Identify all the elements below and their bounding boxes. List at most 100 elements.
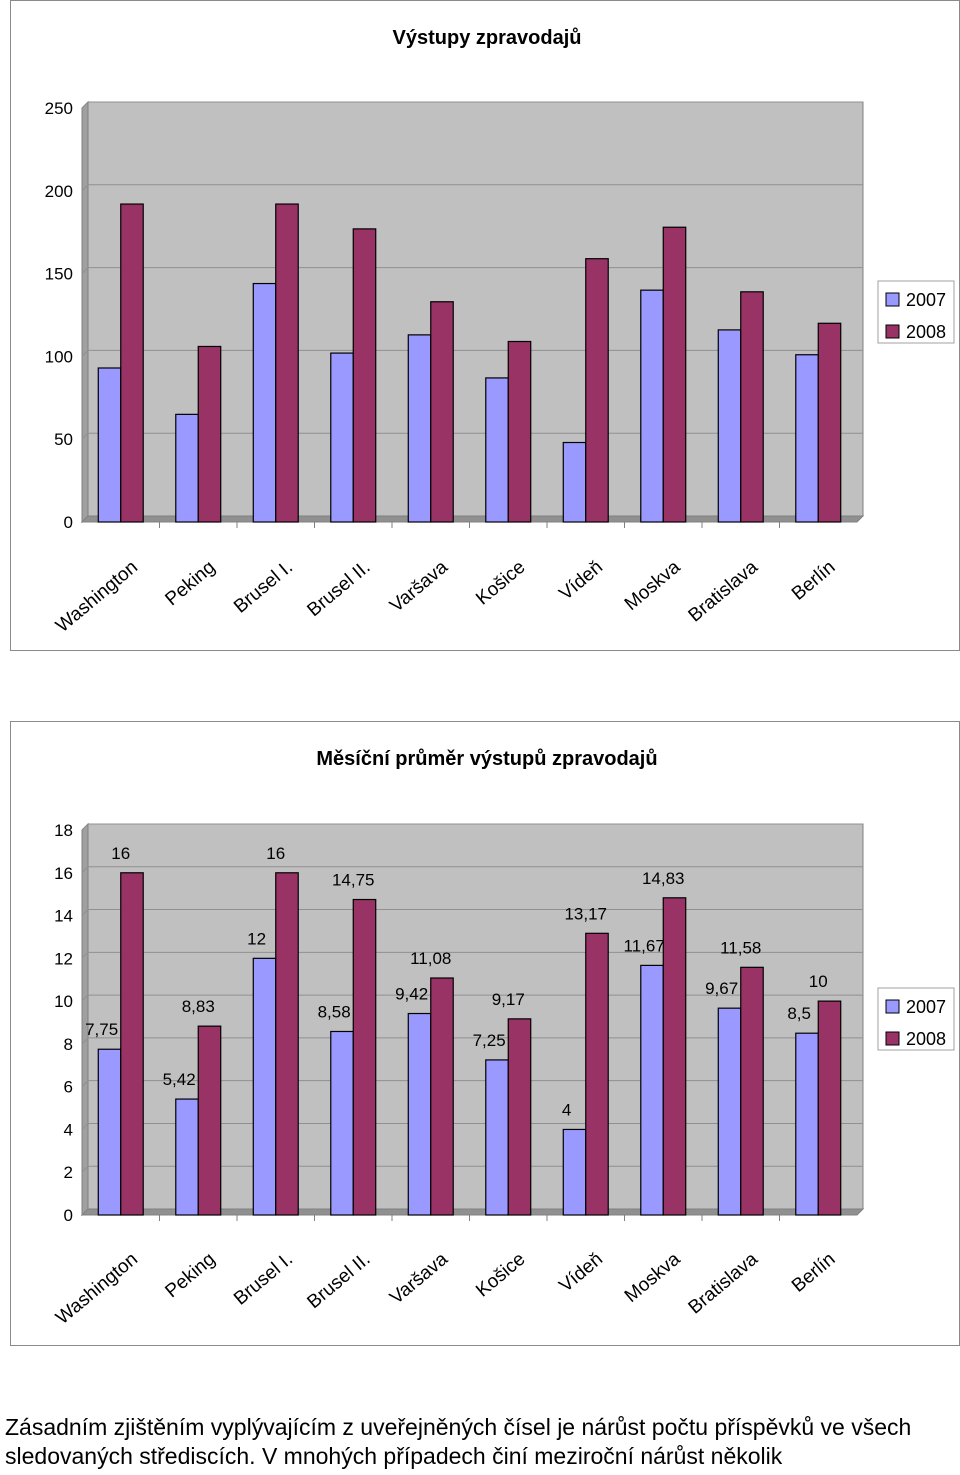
y-tick-label: 4 [64, 1120, 73, 1139]
legend-swatch-2008 [885, 324, 900, 339]
bar-2008-Brusel I. [275, 872, 299, 1216]
data-label: 5,42 [163, 1070, 196, 1089]
gridline [81, 866, 863, 874]
legend-label-2008: 2008 [906, 322, 946, 342]
chart-title: Měsíční průměr výstupů zpravodajů [316, 748, 657, 770]
bar-2007-Košice [485, 377, 509, 523]
bar-2007-Peking [175, 413, 199, 523]
data-label: 13,17 [564, 904, 607, 923]
gridline [81, 101, 863, 109]
y-tick-label: 2 [64, 1163, 73, 1182]
data-label: 14,75 [332, 871, 375, 890]
x-category-label: Brusel I. [230, 557, 297, 618]
x-category-label: Košice [472, 1249, 529, 1302]
x-category-label: Peking [161, 1249, 219, 1302]
bar-2007-Washington [97, 1048, 122, 1216]
x-category-label: Vídeň [555, 557, 607, 605]
bar-2008-Varšava [430, 301, 454, 523]
plot-side-wall [81, 100, 89, 524]
bar-2007-Košice [485, 1059, 509, 1216]
data-label: 10 [809, 972, 828, 991]
y-tick-label: 8 [64, 1035, 73, 1054]
data-label: 11,08 [410, 949, 451, 968]
chart-title: Výstupy zpravodajů [393, 27, 582, 49]
x-category-label: Brusel II. [304, 1249, 375, 1313]
bar-2008-Brusel II. [352, 228, 377, 523]
x-category-label: Moskva [621, 1248, 685, 1306]
bar-2008-Washington [120, 203, 144, 523]
bar-2007-Moskva [640, 964, 664, 1216]
bar-2007-Bratislava [717, 329, 742, 523]
bar-2008-Košice [507, 340, 532, 523]
data-label: 8,58 [318, 1002, 351, 1021]
data-label: 9,17 [492, 990, 525, 1009]
bar-2007-Brusel I. [252, 282, 277, 523]
x-category-label: Bratislava [685, 556, 763, 626]
x-category-label: Brusel II. [304, 557, 375, 621]
gridline [81, 184, 863, 192]
y-tick-label: 18 [54, 821, 73, 840]
data-label: 16 [111, 844, 130, 863]
y-tick-label: 14 [54, 907, 73, 926]
legend-swatch-2007 [885, 999, 900, 1014]
legend-label-2008: 2008 [906, 1029, 946, 1049]
x-category-label: Moskva [621, 556, 685, 614]
data-label: 11,67 [624, 936, 665, 955]
y-tick-label: 0 [64, 1206, 73, 1225]
data-label: 7,75 [85, 1020, 118, 1039]
chart-monthly-average-svg: Měsíční průměr výstupů zpravodajů 0 2 4 6 8 10… [52, 748, 955, 1329]
x-category-label: Varšava [386, 556, 452, 616]
data-label: 11,58 [720, 938, 761, 957]
data-label: 4 [562, 1100, 571, 1119]
y-tick-label: 250 [45, 99, 73, 118]
bar-2007-Peking [175, 1098, 199, 1216]
bar-2008-Berlín [817, 322, 842, 523]
bar-2008-Bratislava [740, 966, 764, 1216]
gridline [81, 823, 863, 831]
bar-2007-Vídeň [562, 1128, 587, 1216]
bar-2008-Bratislava [740, 291, 764, 523]
bar-2007-Varšava [407, 334, 432, 523]
bar-2008-Washington [120, 872, 144, 1216]
bar-2007-Washington [97, 367, 122, 523]
bar-2008-Vídeň [585, 932, 609, 1216]
x-category-label: Košice [472, 557, 529, 610]
chart-monthly-average: Měsíční průměr výstupů zpravodajů 0 2 4 6 8 10… [10, 721, 960, 1346]
x-category-label: Vídeň [555, 1249, 607, 1297]
x-category-label: Peking [161, 557, 219, 610]
y-tick-label: 10 [54, 992, 73, 1011]
bar-2007-Moskva [640, 289, 664, 523]
y-tick-label: 100 [45, 347, 73, 366]
legend-label-2007: 2007 [906, 997, 946, 1017]
bar-2008-Moskva [662, 226, 687, 523]
x-category-label: Washington [52, 1249, 142, 1329]
legend-swatch-2007 [885, 292, 900, 307]
bar-2008-Moskva [662, 897, 687, 1216]
data-label: 7,25 [473, 1031, 506, 1050]
bar-2008-Brusel II. [352, 898, 377, 1216]
bar-2007-Berlín [795, 354, 819, 523]
y-tick-label: 150 [45, 265, 73, 284]
bar-2008-Peking [197, 1025, 222, 1216]
bar-2008-Peking [197, 345, 222, 523]
bar-2007-Vídeň [562, 441, 587, 523]
data-label: 16 [266, 844, 285, 863]
bar-2008-Varšava [430, 977, 454, 1216]
x-category-label: Brusel I. [230, 1249, 297, 1310]
bar-2008-Brusel I. [275, 203, 299, 523]
data-label: 9,42 [395, 985, 428, 1004]
y-tick-label: 0 [64, 513, 73, 532]
chart-outputs-svg: Výstupy zpravodajů 0 50 100 150 200 250 Washing… [45, 27, 955, 637]
x-category-label: Varšava [386, 1248, 452, 1308]
x-category-label: Washington [52, 557, 142, 637]
data-label: 8,83 [182, 997, 215, 1016]
bar-2008-Berlín [817, 1000, 842, 1216]
bar-2007-Brusel II. [330, 1030, 354, 1216]
chart-outputs: Výstupy zpravodajů 0 50 100 150 200 250 Washing… [10, 0, 960, 651]
bar-2008-Vídeň [585, 258, 609, 523]
bar-2007-Varšava [407, 1012, 432, 1216]
legend-label-2007: 2007 [906, 290, 946, 310]
x-category-label: Berlín [788, 1249, 840, 1297]
body-paragraph: Zásadním zjištěním vyplývajícím z uveřej… [5, 1414, 912, 1469]
gridline [81, 909, 863, 916]
